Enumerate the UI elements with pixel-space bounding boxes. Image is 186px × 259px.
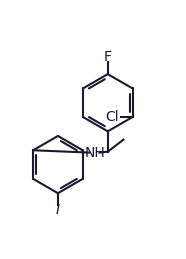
Text: I: I [56,203,60,217]
Text: NH: NH [84,146,105,160]
Text: F: F [104,50,112,64]
Text: Cl: Cl [105,110,119,124]
